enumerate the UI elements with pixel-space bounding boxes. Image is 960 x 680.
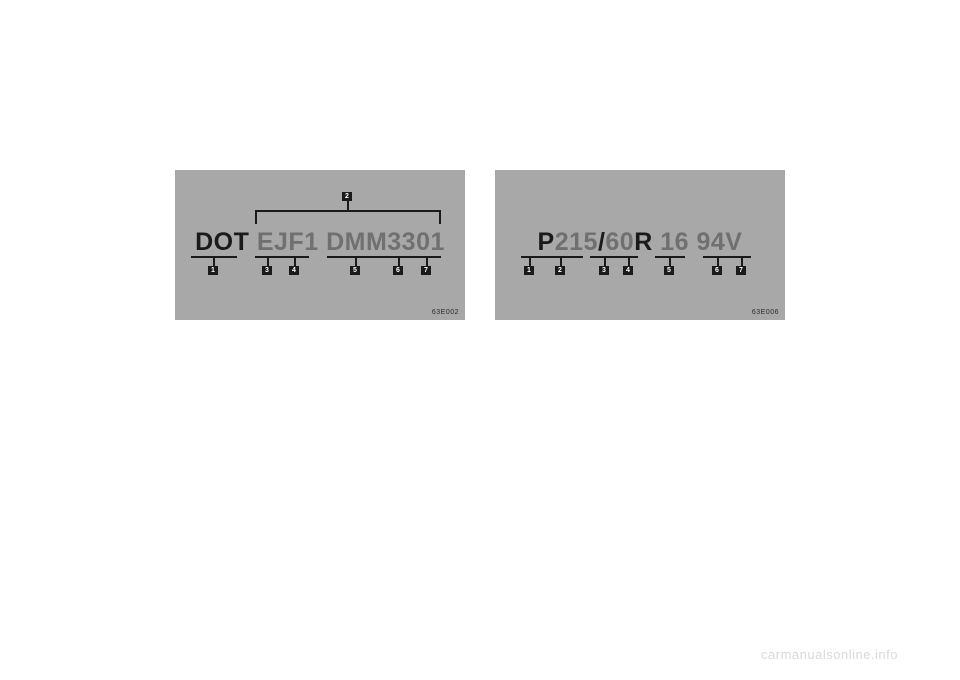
callout-box: 2 [555,266,565,275]
bracket-end [439,210,441,224]
underline [282,256,309,258]
callout-box: 2 [342,192,352,201]
watermark: carmanualsonline.info [761,647,898,662]
leader-line [741,258,743,266]
leader-line [267,258,269,266]
bracket-line [255,210,441,212]
tire-id-1: EJF1 [257,228,319,256]
tire-id-2: DMM3301 [326,228,445,256]
leader-line [529,258,531,266]
bracket-stem [347,201,349,210]
leader-line [426,258,428,266]
leader-line [669,258,671,266]
callout-box: 3 [262,266,272,275]
bracket-end [255,210,257,224]
callout-box: 5 [350,266,360,275]
leader-line [717,258,719,266]
leader-line [604,258,606,266]
callout-box: 4 [289,266,299,275]
leader-line [398,258,400,266]
dot-symbol: DOT [195,228,249,256]
leader-line [628,258,630,266]
tire-type: P [538,228,555,256]
dot-code-text: DOT EJF1 DMM3301 [175,228,465,257]
diagram-row: DOT EJF1 DMM3301 63E002 1 2 3 4 5 6 7 P215/60R… [0,170,960,320]
callout-box: 3 [599,266,609,275]
leader-line [560,258,562,266]
callout-box: 5 [664,266,674,275]
figure-code: 63E006 [752,309,779,316]
leader-line [294,258,296,266]
tire-size-panel: P215/60R 16 94V 63E006 1 2 3 4 5 6 7 [495,170,785,320]
callout-box: 6 [712,266,722,275]
figure-code: 63E002 [432,309,459,316]
load-speed: 94V [696,228,742,256]
construction: R [634,228,653,256]
dot-code-panel: DOT EJF1 DMM3301 63E002 1 2 3 4 5 6 7 [175,170,465,320]
tire-size-text: P215/60R 16 94V [495,228,785,257]
callout-box: 1 [524,266,534,275]
callout-box: 6 [393,266,403,275]
section-width: 215 [555,228,598,256]
callout-box: 4 [623,266,633,275]
leader-line [213,258,215,266]
callout-box: 7 [736,266,746,275]
callout-box: 7 [421,266,431,275]
callout-box: 1 [208,266,218,275]
leader-line [355,258,357,266]
wheel-diameter: 16 [660,228,689,256]
underline [255,256,282,258]
aspect-ratio: 60 [605,228,634,256]
